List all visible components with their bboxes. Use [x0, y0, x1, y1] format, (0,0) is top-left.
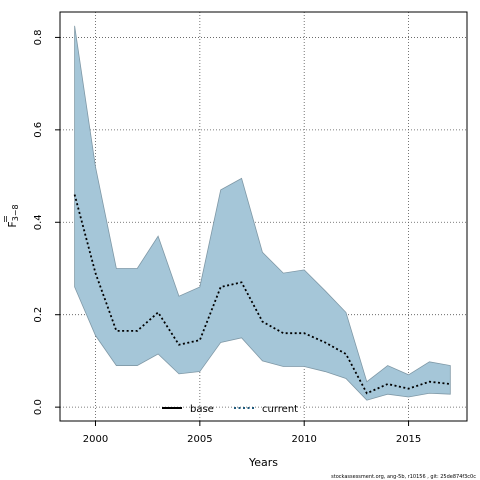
y-axis-title-subscript: 3−8: [11, 204, 20, 221]
y-tick-label: 0.6: [33, 122, 44, 138]
y-tick-label: 0.2: [33, 307, 44, 323]
y-tick-label: 0.4: [33, 214, 44, 230]
x-tick-label: 2005: [187, 434, 212, 445]
x-tick-label: 2000: [83, 434, 108, 445]
y-tick-label: 0.0: [33, 399, 44, 415]
series-line-current: [73, 194, 451, 395]
y-tick-label: 0.8: [33, 29, 44, 45]
legend-label-base: base: [190, 404, 214, 415]
x-tick-label: 2015: [396, 434, 421, 445]
footer-credit: stockassessment.org, ang-5b, r10156 , gi…: [331, 474, 476, 480]
y-axis-title: F3−8: [4, 204, 20, 228]
plot-frame: [59, 11, 468, 422]
x-axis-title: Years: [248, 456, 278, 469]
x-tick-label: 2010: [291, 434, 316, 445]
legend-label-current: current: [262, 404, 298, 415]
legend: base current: [162, 404, 298, 415]
y-axis-title-main: F: [6, 221, 19, 227]
y-axis: 0.0 0.2 0.4 0.6 0.8: [33, 29, 60, 415]
x-axis: 2000 2005 2010 2015: [83, 421, 421, 445]
y-axis-title-text: F3−8: [6, 204, 20, 227]
confidence-band: [74, 25, 451, 401]
